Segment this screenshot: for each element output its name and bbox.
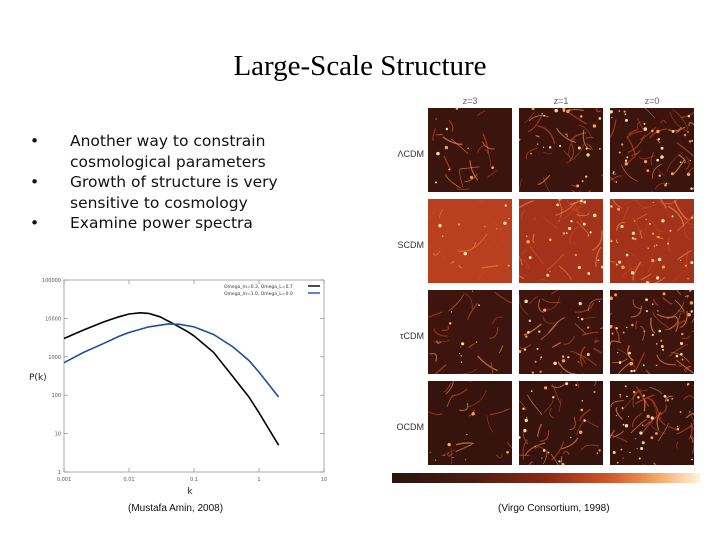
simulation-tile [519,199,603,283]
caption-left: (Mustafa Amin, 2008) [128,503,224,514]
legend-label-1: Omega_m=0.3, Omega_L=0.7 [224,284,293,290]
simulation-tile [519,381,603,465]
x-tick-label: 0.1 [190,477,198,483]
simulation-grid: z=3 z=1 z=0 ΛCDM SCDM τCDM OCDM [382,96,702,488]
bullet-item: • Examine power spectra [30,214,253,232]
col-label-z3: z=3 [462,96,478,106]
legend-label-2: Omega_m=1.0, Omega_L=0.0 [224,291,293,297]
series-line-2 [63,323,280,398]
row-label-ocdm: OCDM [396,422,425,432]
col-label-z0: z=0 [644,96,660,106]
row-label-tcdm: τCDM [399,331,424,341]
simulation-tile [610,290,694,374]
y-tick-label: 10000 [45,316,61,322]
simulation-tile [610,199,694,283]
y-tick-label: 1 [58,470,61,476]
col-label-z1: z=1 [553,96,569,106]
density-colorbar [392,473,700,483]
bullet-item: • Another way to constrain cosmological p… [30,132,266,171]
y-tick-label: 1000 [48,355,61,361]
series-line-1 [63,311,280,446]
x-tick-label: 10 [321,477,327,483]
row-label-scdm: SCDM [397,240,425,250]
simulation-tile [428,290,512,374]
simulation-tile [610,108,694,192]
plot-frame [63,279,325,473]
x-tick-label: 1 [257,477,260,483]
power-spectrum-svg: 0.001 0.01 0.1 1 10 1 10 100 1000 10000 100000 Omeg… [29,278,327,497]
x-axis-label: k [187,487,193,497]
y-tick-label: 100 [51,393,61,399]
simulation-tile [519,290,603,374]
simulation-tile [428,108,512,192]
x-tick-label: 0.01 [123,477,134,483]
bullet-item: • Growth of structure is very sensitive t… [30,173,278,212]
slide-title: Large-Scale Structure [233,50,487,82]
bullet-list: • Another way to constrain cosmological p… [30,131,330,234]
power-spectrum-plot: 0.001 0.01 0.1 1 10 1 10 100 1000 10000 100000 Omeg… [28,270,338,500]
y-tick-label: 10 [55,432,61,438]
y-tick-label: 100000 [42,278,61,284]
simulation-tile [610,381,694,465]
y-axis-label: P(k) [29,373,47,383]
simulation-tile [428,381,512,465]
simulation-tile [428,199,512,283]
x-tick-label: 0.001 [57,477,71,483]
simulation-tile [519,108,603,192]
row-label-lcdm: ΛCDM [397,149,424,159]
caption-right: (Virgo Consortium, 1998) [498,503,610,514]
